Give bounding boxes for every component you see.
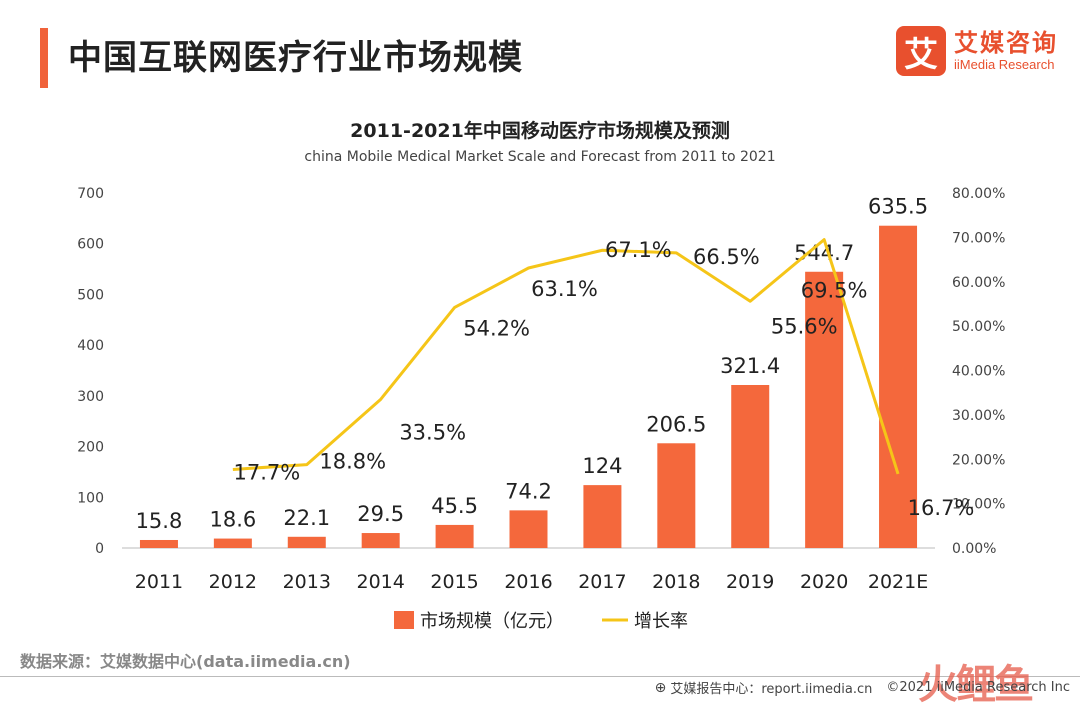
growth-value-label: 66.5% (693, 245, 760, 269)
bar-2012 (213, 538, 252, 548)
footer: ⊕ 艾媒报告中心：report.iimedia.cn ©2021 iiMedia… (654, 678, 1070, 698)
combo-chart: 0 100 200 300 400 500 600 700 0.00% 10.00% 20.00% 3… (77, 186, 1005, 632)
bar-value-label: 15.8 (136, 509, 183, 533)
bar-value-label: 544.7 (794, 241, 854, 265)
bar-2014 (361, 533, 400, 548)
x-tick-label: 2013 (283, 571, 331, 593)
legend-line-label: 增长率 (634, 611, 688, 632)
bar-2021E (879, 225, 918, 549)
footer-copyright: ©2021 iiMedia Research Inc (886, 680, 1070, 695)
bar-2016 (509, 510, 548, 548)
bar-2015 (435, 524, 474, 548)
x-tick-label: 2021E (868, 571, 928, 593)
bar-value-label: 635.5 (868, 195, 928, 219)
footer-divider (0, 676, 1080, 677)
globe-icon: ⊕ (654, 679, 667, 696)
legend-bar-swatch (394, 611, 414, 629)
data-source: 数据来源：艾媒数据中心(data.iimedia.cn) (20, 652, 351, 671)
y-left-tick-label: 0 (95, 541, 104, 557)
growth-value-label: 17.7% (234, 460, 301, 484)
title-accent-bar (40, 28, 48, 88)
y-right-tick-label: 50.00% (952, 319, 1005, 335)
iimedia-logo: 艾 艾媒咨询 iiMedia Research (896, 26, 1058, 76)
watermark-logo: 火鲤鱼 (918, 662, 1034, 708)
y-left-tick-label: 500 (77, 287, 104, 303)
bar-value-label: 45.5 (431, 494, 478, 518)
bar-2018 (657, 443, 696, 548)
x-tick-label: 2012 (209, 571, 257, 593)
x-tick-label: 2016 (504, 571, 552, 593)
growth-value-label: 55.6% (771, 314, 838, 338)
bar-2011 (139, 539, 178, 548)
y-left-tick-label: 100 (77, 490, 104, 506)
bar-value-label: 18.6 (209, 508, 256, 532)
y-left-tick-label: 700 (77, 186, 104, 202)
page-title: 中国互联网医疗行业市场规模 (68, 38, 523, 78)
bar-value-label: 206.5 (646, 412, 706, 436)
chart-subtitle: china Mobile Medical Market Scale and Fo… (304, 149, 776, 165)
y-right-tick-label: 0.00% (952, 541, 996, 557)
y-right-tick-label: 80.00% (952, 186, 1005, 202)
y-left-tick-label: 600 (77, 237, 104, 253)
growth-value-label: 18.8% (319, 450, 386, 474)
growth-value-label: 54.2% (463, 316, 530, 340)
growth-value-label: 67.1% (605, 238, 672, 262)
logo-english-name: iiMedia Research (954, 57, 1055, 72)
x-tick-label: 2014 (357, 571, 405, 593)
x-tick-label: 2017 (578, 571, 626, 593)
y-left-tick-label: 200 (77, 440, 104, 456)
y-left-tick-label: 400 (77, 338, 104, 354)
bar-2020 (805, 271, 844, 548)
bar-value-label: 29.5 (357, 502, 404, 526)
x-tick-label: 2011 (135, 571, 183, 593)
bar-2019 (731, 385, 770, 548)
growth-rate-line (232, 238, 900, 475)
x-tick-label: 2015 (430, 571, 478, 593)
legend-bar-label: 市场规模（亿元） (420, 611, 564, 632)
bar-value-label: 22.1 (283, 506, 330, 530)
y-right-tick-label: 60.00% (952, 275, 1005, 291)
x-tick-label: 2020 (800, 571, 848, 593)
logo-mark: 艾 (896, 26, 946, 76)
growth-value-label: 69.5% (801, 279, 868, 303)
growth-value-label: 63.1% (531, 277, 598, 301)
chart-title: 2011-2021年中国移动医疗市场规模及预测 (350, 120, 730, 142)
footer-report-center: 艾媒报告中心：report.iimedia.cn (670, 682, 873, 697)
x-tick-label: 2019 (726, 571, 774, 593)
bar-2013 (287, 536, 326, 548)
y-right-tick-label: 10.00% (952, 497, 1005, 513)
y-right-tick-label: 20.00% (952, 452, 1005, 468)
growth-value-label: 16.7% (908, 496, 975, 520)
bar-value-label: 124 (582, 454, 622, 478)
y-left-tick-label: 300 (77, 389, 104, 405)
y-right-tick-label: 30.00% (952, 408, 1005, 424)
y-right-tick-label: 40.00% (952, 364, 1005, 380)
y-right-tick-label: 70.00% (952, 230, 1005, 246)
bar-value-label: 321.4 (720, 354, 780, 378)
logo-chinese-name: 艾媒咨询 (954, 29, 1058, 57)
bar-value-label: 74.2 (505, 479, 552, 503)
growth-value-label: 33.5% (399, 420, 466, 444)
bar-2017 (583, 485, 622, 548)
x-tick-label: 2018 (652, 571, 700, 593)
